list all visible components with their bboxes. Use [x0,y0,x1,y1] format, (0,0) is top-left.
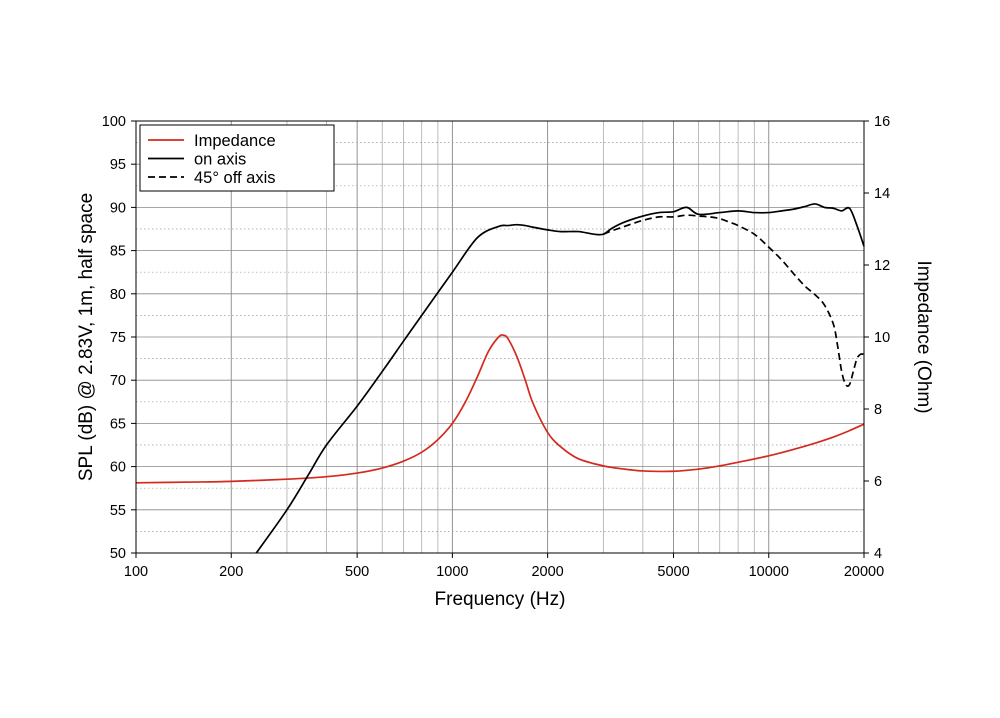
legend-label-off-axis: 45° off axis [194,169,276,187]
left-axis: 50 55 60 65 70 75 80 85 90 95 100 [102,114,136,562]
x-axis-tick-label: 10000 [749,564,789,580]
left-axis-tick-label: 60 [110,460,126,476]
x-axis-tick-label: 500 [345,564,369,580]
bottom-axis: 100 200 500 1000 2000 5000 10000 20000 [124,553,884,580]
right-axis-tick-label: 10 [874,330,890,346]
left-axis-tick-label: 70 [110,373,126,389]
left-axis-tick-label: 75 [110,330,126,346]
grid-lines [136,121,864,553]
right-axis-title: Impedance (Ohm) [913,260,934,413]
off-axis-curve [603,214,865,387]
legend-label-on-axis: on axis [194,151,246,169]
x-axis-tick-label: 5000 [657,564,689,580]
left-axis-tick-label: 85 [110,244,126,260]
legend-label-impedance: Impedance [194,132,276,150]
right-axis-tick-label: 12 [874,258,890,274]
left-axis-tick-label: 80 [110,287,126,303]
left-axis-tick-label: 95 [110,157,126,173]
impedance-curve [135,334,865,484]
x-axis-title: Frequency (Hz) [435,589,566,610]
left-axis-tick-label: 65 [110,416,126,432]
legend: Impedance on axis 45° off axis [139,124,335,192]
left-axis-tick-label: 100 [102,114,126,130]
right-axis: 4 6 8 10 12 14 16 [864,114,890,562]
left-axis-tick-label: 55 [110,503,126,519]
right-axis-tick-label: 8 [874,402,882,418]
series-layer [135,203,865,554]
left-axis-tick-label: 50 [110,546,126,562]
x-axis-tick-label: 1000 [436,564,468,580]
right-axis-tick-label: 6 [874,474,882,490]
left-axis-title: SPL (dB) @ 2.83V, 1m, half space [76,193,97,481]
right-axis-tick-label: 4 [874,546,882,562]
x-axis-tick-label: 20000 [844,564,884,580]
left-axis-tick-label: 90 [110,200,126,216]
right-axis-tick-label: 16 [874,114,890,130]
x-axis-tick-label: 100 [124,564,148,580]
x-axis-tick-label: 2000 [531,564,563,580]
on-axis-curve [255,203,865,554]
right-axis-tick-label: 14 [874,186,890,202]
x-axis-tick-label: 200 [219,564,243,580]
